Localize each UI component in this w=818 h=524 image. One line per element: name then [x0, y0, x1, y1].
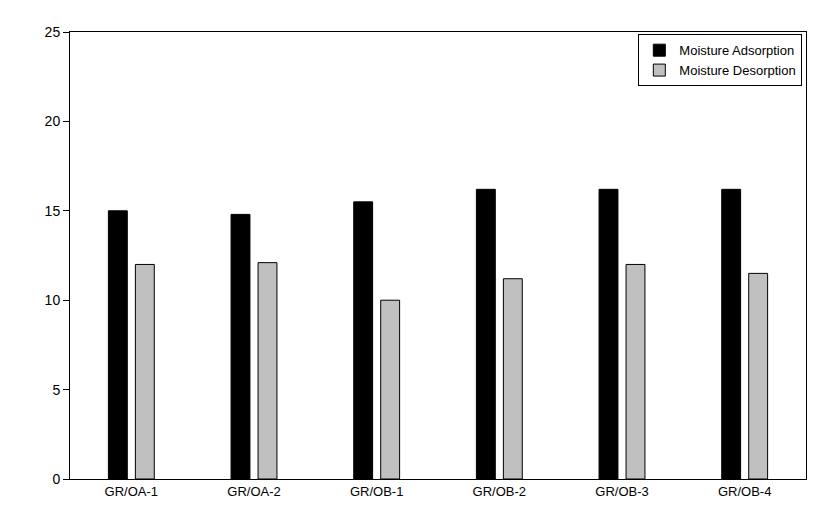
svg-text:10: 10	[45, 292, 61, 308]
svg-text:GR/OB-3: GR/OB-3	[595, 484, 648, 499]
svg-text:25: 25	[45, 24, 61, 40]
svg-text:GR/OA-2: GR/OA-2	[227, 484, 280, 499]
svg-text:5: 5	[52, 382, 60, 398]
svg-text:GR/OB-2: GR/OB-2	[473, 484, 526, 499]
svg-text:20: 20	[45, 113, 61, 129]
svg-text:Moisture Adsorption: Moisture Adsorption	[679, 43, 794, 58]
svg-text:GR/OB-4: GR/OB-4	[718, 484, 771, 499]
svg-text:Moisture Desorption: Moisture Desorption	[679, 63, 795, 78]
svg-text:15: 15	[45, 203, 61, 219]
svg-text:GR/OB-1: GR/OB-1	[350, 484, 403, 499]
svg-text:0: 0	[52, 471, 60, 487]
svg-text:GR/OA-1: GR/OA-1	[105, 484, 158, 499]
